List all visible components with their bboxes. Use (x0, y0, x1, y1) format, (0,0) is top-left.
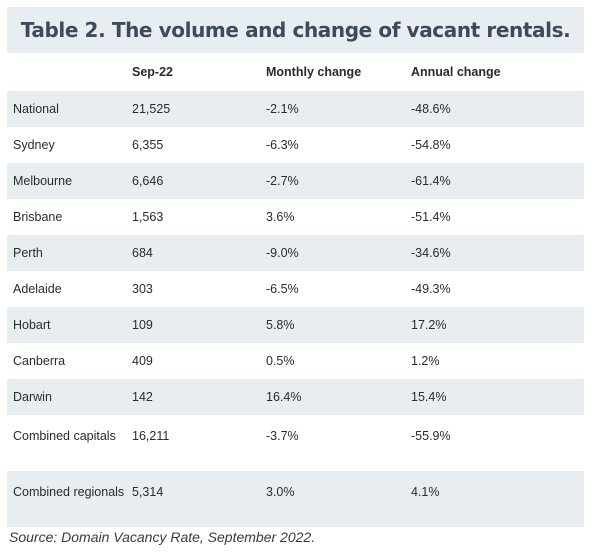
volume-cell: 142 (126, 379, 260, 415)
table-row: Brisbane 1,563 3.6% -51.4% (7, 199, 584, 235)
volume-cell: 5,314 (126, 471, 260, 527)
region-cell: Canberra (7, 343, 126, 379)
region-cell: Melbourne (7, 163, 126, 199)
region-cell: Darwin (7, 379, 126, 415)
annual-change-cell: -34.6% (405, 235, 584, 271)
volume-cell: 684 (126, 235, 260, 271)
monthly-change-cell: 3.0% (260, 471, 405, 527)
table-row: Sydney 6,355 -6.3% -54.8% (7, 127, 584, 163)
vacant-rentals-table-container: Table 2. The volume and change of vacant… (7, 7, 584, 527)
annual-change-cell: 4.1% (405, 471, 584, 527)
table-row: Melbourne 6,646 -2.7% -61.4% (7, 163, 584, 199)
volume-cell: 1,563 (126, 199, 260, 235)
annual-change-cell: -51.4% (405, 199, 584, 235)
volume-cell: 21,525 (126, 91, 260, 127)
region-cell: National (7, 91, 126, 127)
vacant-rentals-table: Sep-22 Monthly change Annual change Nati… (7, 53, 584, 527)
table-row: Adelaide 303 -6.5% -49.3% (7, 271, 584, 307)
table-row: Perth 684 -9.0% -34.6% (7, 235, 584, 271)
source-note: Source: Domain Vacancy Rate, September 2… (9, 529, 316, 545)
volume-cell: 16,211 (126, 415, 260, 471)
region-cell: Combined capitals (7, 415, 126, 471)
header-cell-monthly-change: Monthly change (260, 53, 405, 91)
table-row: National 21,525 -2.1% -48.6% (7, 91, 584, 127)
header-row: Sep-22 Monthly change Annual change (7, 53, 584, 91)
volume-cell: 6,646 (126, 163, 260, 199)
monthly-change-cell: -2.1% (260, 91, 405, 127)
monthly-change-cell: 5.8% (260, 307, 405, 343)
annual-change-cell: -61.4% (405, 163, 584, 199)
region-cell: Sydney (7, 127, 126, 163)
monthly-change-cell: 0.5% (260, 343, 405, 379)
table-row: Darwin 142 16.4% 15.4% (7, 379, 584, 415)
monthly-change-cell: -9.0% (260, 235, 405, 271)
header-cell-sep-22: Sep-22 (126, 53, 260, 91)
volume-cell: 6,355 (126, 127, 260, 163)
region-cell: Hobart (7, 307, 126, 343)
header-cell-region (7, 53, 126, 91)
annual-change-cell: -55.9% (405, 415, 584, 471)
table-row: Canberra 409 0.5% 1.2% (7, 343, 584, 379)
table-title-bar: Table 2. The volume and change of vacant… (7, 7, 584, 53)
annual-change-cell: 1.2% (405, 343, 584, 379)
annual-change-cell: 17.2% (405, 307, 584, 343)
volume-cell: 303 (126, 271, 260, 307)
volume-cell: 409 (126, 343, 260, 379)
volume-cell: 109 (126, 307, 260, 343)
monthly-change-cell: -6.3% (260, 127, 405, 163)
annual-change-cell: -54.8% (405, 127, 584, 163)
monthly-change-cell: 16.4% (260, 379, 405, 415)
monthly-change-cell: -2.7% (260, 163, 405, 199)
table-title: Table 2. The volume and change of vacant… (20, 18, 571, 42)
monthly-change-cell: -6.5% (260, 271, 405, 307)
table-row: Combined capitals 16,211 -3.7% -55.9% (7, 415, 584, 471)
region-cell: Combined regionals (7, 471, 126, 527)
annual-change-cell: -49.3% (405, 271, 584, 307)
table-row: Combined regionals 5,314 3.0% 4.1% (7, 471, 584, 527)
region-cell: Perth (7, 235, 126, 271)
region-cell: Brisbane (7, 199, 126, 235)
monthly-change-cell: 3.6% (260, 199, 405, 235)
header-cell-annual-change: Annual change (405, 53, 584, 91)
annual-change-cell: -48.6% (405, 91, 584, 127)
table-row: Hobart 109 5.8% 17.2% (7, 307, 584, 343)
monthly-change-cell: -3.7% (260, 415, 405, 471)
annual-change-cell: 15.4% (405, 379, 584, 415)
region-cell: Adelaide (7, 271, 126, 307)
